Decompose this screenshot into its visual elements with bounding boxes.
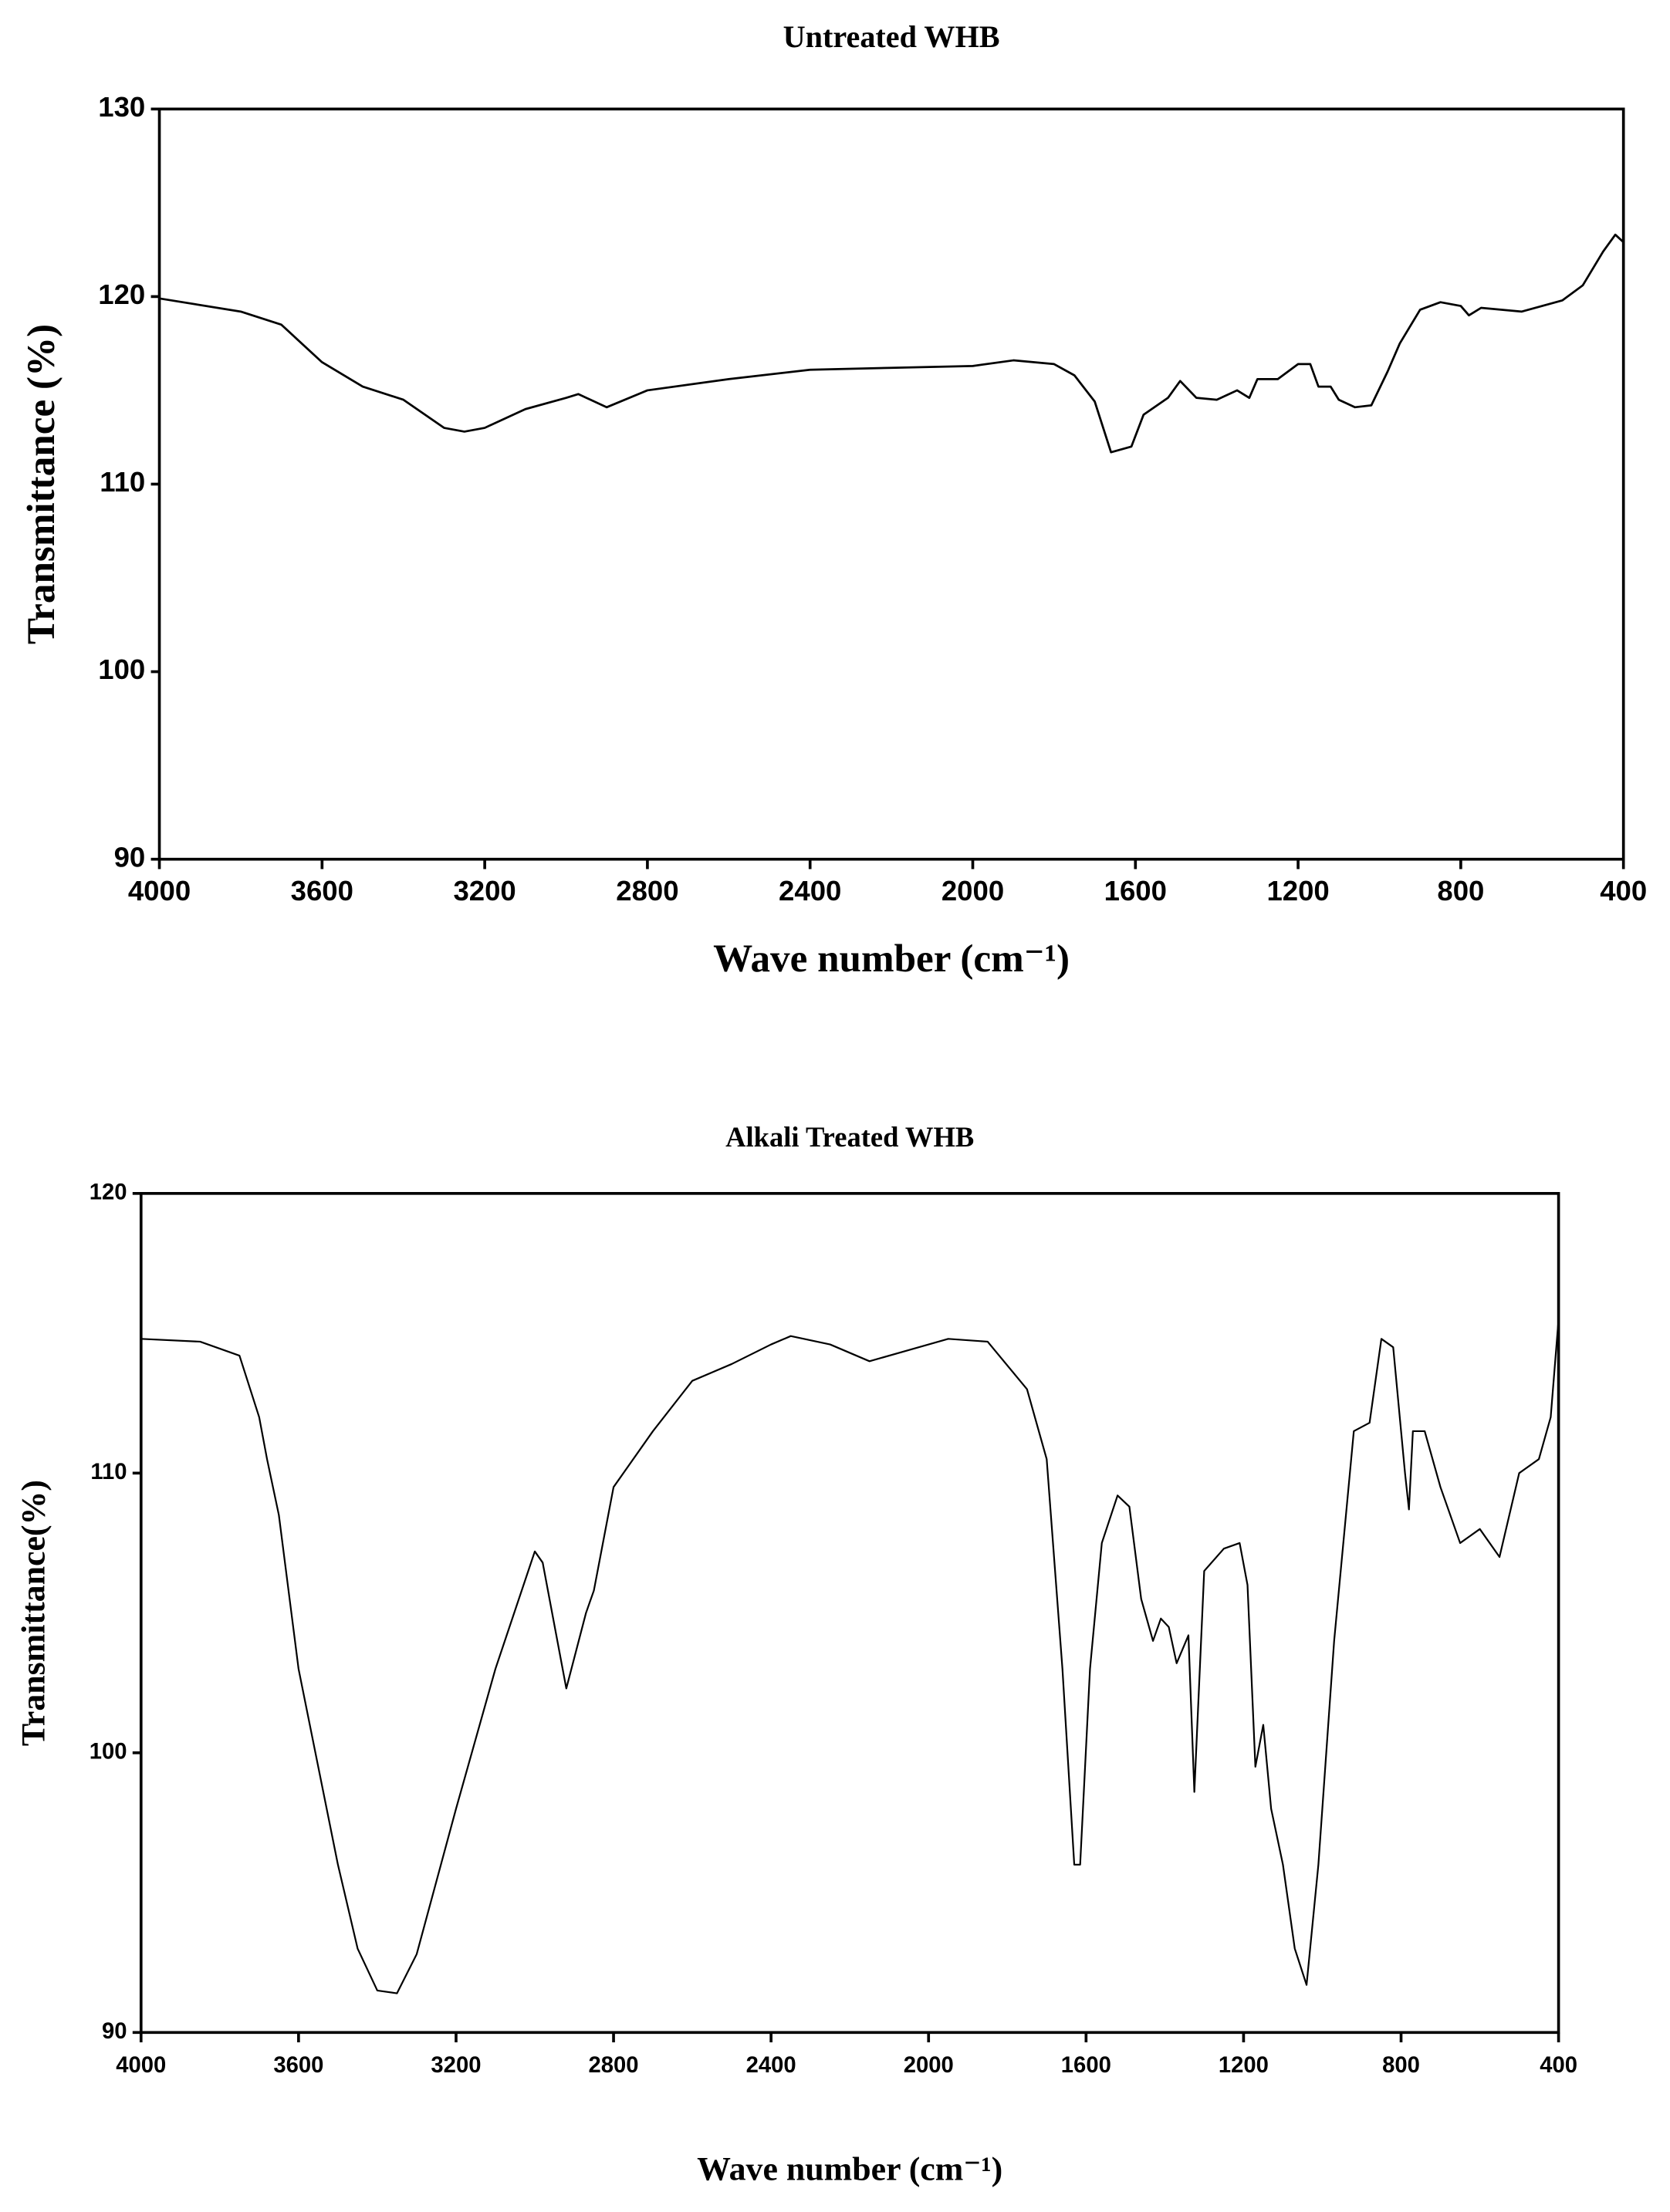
y-tick-label: 110	[100, 466, 145, 498]
chart-title: Untreated WHB	[783, 19, 1000, 54]
spectrum-line	[140, 1319, 1560, 1994]
x-tick-label: 800	[1382, 2053, 1420, 2078]
y-tick-label: 110	[90, 1460, 127, 1484]
x-axis-label: Wave number (cm⁻¹)	[697, 2150, 1002, 2187]
chart-title: Alkali Treated WHB	[725, 1121, 974, 1153]
x-tick-label: 2000	[904, 2053, 954, 2078]
plot-frame	[157, 107, 1625, 861]
x-tick-label: 2800	[616, 875, 678, 907]
y-axis-label: Transmittance(%)	[15, 1480, 52, 1746]
y-tick-label: 90	[114, 841, 146, 873]
y-tick-label: 90	[102, 2019, 127, 2044]
x-tick-label: 2800	[589, 2053, 639, 2078]
x-tick-label: 1200	[1219, 2053, 1269, 2078]
x-tick-label: 1600	[1061, 2053, 1111, 2078]
y-tick-label: 130	[98, 91, 145, 123]
x-tick-label: 3200	[453, 875, 516, 907]
y-tick-label: 120	[90, 1180, 127, 1205]
x-tick-label: 2400	[746, 2053, 796, 2078]
x-tick-label: 800	[1437, 875, 1484, 907]
x-tick-label: 4000	[128, 875, 191, 907]
y-axis-label: Transmittance (%)	[19, 324, 63, 644]
x-tick-label: 3200	[431, 2053, 481, 2078]
x-tick-label: 400	[1540, 2053, 1577, 2078]
x-tick-label: 4000	[116, 2053, 166, 2078]
x-tick-label: 2400	[779, 875, 841, 907]
spectrum-line	[159, 233, 1624, 454]
x-tick-label: 1200	[1266, 875, 1329, 907]
y-tick-label: 120	[98, 279, 145, 310]
x-tick-label: 3600	[291, 875, 353, 907]
plot-frame	[139, 1191, 1560, 2035]
x-axis-label: Wave number (cm⁻¹)	[713, 937, 1070, 981]
x-tick-label: 3600	[273, 2053, 323, 2078]
y-tick-label: 100	[90, 1740, 127, 1765]
y-tick-label: 100	[98, 653, 145, 685]
x-tick-label: 2000	[941, 875, 1004, 907]
x-tick-label: 1600	[1104, 875, 1167, 907]
x-tick-label: 400	[1600, 875, 1647, 907]
